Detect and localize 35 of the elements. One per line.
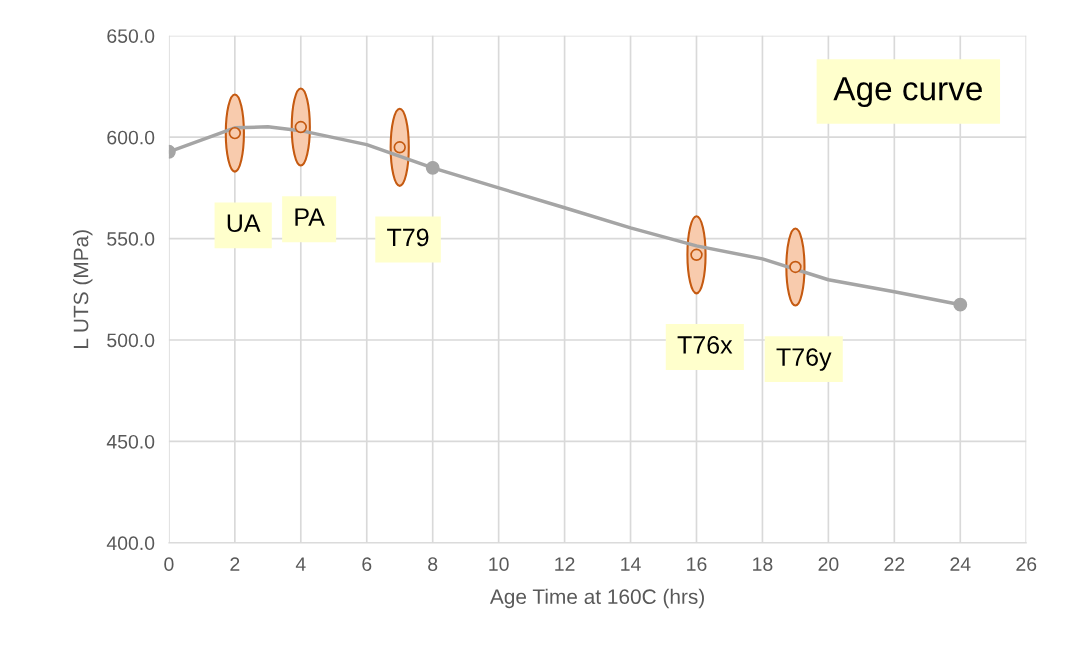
x-tick-label: 8	[428, 557, 438, 572]
point	[789, 260, 802, 274]
annotation: T79	[387, 228, 429, 247]
x-tick-label: 10	[489, 557, 509, 572]
x-tick-label: 2	[230, 557, 240, 571]
point	[393, 141, 406, 154]
y-tick-label: 550.0	[107, 232, 155, 246]
x-tick-label: 4	[295, 557, 306, 571]
x-tick-label: 26	[1016, 557, 1037, 572]
x-tick-label: 14	[621, 557, 641, 571]
x-tick-label: 6	[362, 557, 372, 572]
x-tick-label: 24	[950, 557, 971, 571]
annotation: T76y	[776, 348, 832, 371]
point	[425, 160, 440, 175]
y-tick-label: 500.0	[107, 333, 155, 348]
y-tick-label: 450.0	[106, 434, 155, 449]
y-tick-label: 650.0	[107, 29, 155, 43]
y-tick-label: 600.0	[107, 130, 155, 145]
x-tick-label: 0	[164, 557, 174, 572]
x-tick-label: 20	[818, 557, 839, 572]
annotation: PA	[295, 208, 325, 226]
point	[294, 120, 308, 134]
annotation: T76x	[677, 336, 733, 354]
y-tick-label: 400.0	[106, 536, 155, 551]
annotation: UA	[227, 214, 261, 233]
point	[228, 126, 242, 140]
point	[690, 248, 703, 262]
x-tick-label: 16	[687, 557, 707, 572]
x-axis-title: Age Time at 160C (hrs)	[489, 588, 704, 609]
x-tick-label: 18	[753, 557, 773, 572]
y-axis-title: L UTS (MPa)	[73, 230, 93, 348]
x-tick-label: 12	[555, 557, 575, 571]
text: Age curve	[833, 77, 982, 108]
x-tick-label: 22	[884, 557, 905, 571]
point	[953, 297, 968, 312]
